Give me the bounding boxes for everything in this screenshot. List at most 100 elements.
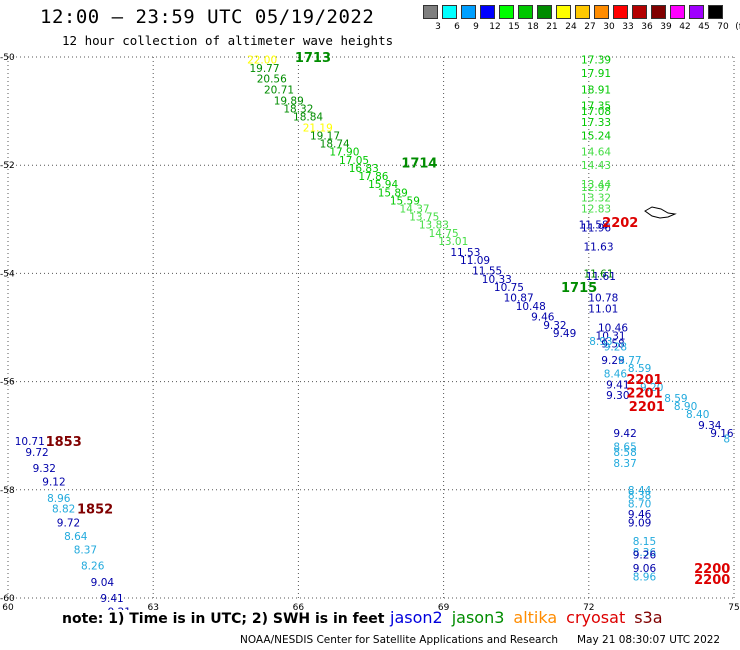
legend-tick-label: 30 [603,22,615,32]
wave-height-value: 15.59 [390,195,420,207]
wave-height-value: 11.01 [588,304,618,316]
wave-height-value: 9.29 [601,355,624,367]
wave-height-value: 9.34 [698,420,722,432]
wave-height-value: 11.61 [586,271,616,283]
wave-height-value: 18.32 [283,103,313,115]
longitude-tick-label: 72 [583,603,594,610]
wave-height-value: 18.91 [581,84,611,96]
legend-swatch [537,5,552,19]
wave-height-value: 13.44 [581,179,611,191]
wave-height-value: 8.58 [613,447,636,459]
legend-swatch [708,5,723,19]
legend-swatch [594,5,609,19]
pass-time-label: 2201 [626,386,662,401]
wave-height-value: 8.26 [81,561,105,573]
wave-height-value: 14.43 [581,160,611,172]
wave-height-value: 18.84 [293,112,323,124]
wave-height-value: 8.59 [664,393,687,405]
wave-height-value: 14.37 [400,203,430,215]
map-subtitle: 12 hour collection of altimeter wave hei… [62,33,394,48]
wave-height-value: 14.64 [581,147,611,159]
wave-height-value: 11.58 [579,220,609,232]
wave-height-value: 11.09 [460,255,490,267]
pass-time-label: 1713 [295,51,331,66]
legend-swatch [689,5,704,19]
wave-height-value: 9.42 [613,428,636,440]
wave-height-value: 19.17 [310,130,340,142]
legend-swatch [461,5,476,19]
longitude-tick-label: 66 [293,603,305,610]
wave-height-value: 11.55 [472,266,502,278]
wave-height-value: 17.08 [581,106,611,118]
pass-time-label: 2200 [694,562,730,577]
pass-time-label: 2202 [602,216,638,231]
longitude-tick-label: 63 [147,603,158,610]
legend-swatch [480,5,495,19]
wave-height-value: 11.53 [450,247,480,259]
wave-height-value: 9.09 [628,517,651,529]
wave-height-value: 8 [723,433,730,445]
legend-tick-label: (ft) [735,22,740,32]
credit-line: NOAA/NESDIS Center for Satellite Applica… [240,634,558,646]
wave-height-map: 60 63 66 69 72 75 -50 -52 -54 -56 -58 -60 22.0019.77… [0,51,740,610]
wave-height-value: 17.91 [581,68,611,80]
legend-tick-label: 45 [698,22,710,32]
wave-height-value: 9.32 [543,320,566,332]
map-title: 12:00 — 23:59 UTC 05/19/2022 [40,6,375,28]
satellite-name: cryosat [566,608,626,627]
wave-height-value: 9.46 [628,509,652,521]
wave-height-value: 8.90 [674,401,697,413]
wave-height-value: 10.71 [15,436,45,448]
satellite-name: altika [513,608,558,627]
legend-swatch [556,5,571,19]
units-note: note: 1) Time is in UTC; 2) SWH is in fe… [62,611,385,627]
wave-height-value: 9.30 [606,390,629,402]
wave-height-value: 9.41 [100,593,123,605]
wave-height-value: 8.70 [628,498,651,510]
wave-height-value: 13.83 [419,220,449,232]
legend-tick-label: 42 [679,22,691,32]
wave-height-value: 8.82 [52,504,75,516]
wave-height-value: 19.89 [274,95,304,107]
wave-height-value: 8.36 [633,547,657,559]
legend-tick-label: 6 [454,22,460,32]
latitude-tick-label: -52 [0,161,15,171]
wave-height-value: 13.75 [409,212,439,224]
wave-height-value: 9.04 [91,577,115,589]
pass-time-label: 2201 [629,400,665,415]
wave-height-value: 9.49 [553,328,576,340]
legend-swatch [575,5,590,19]
wave-height-value: 8.37 [613,458,636,470]
wave-height-value: 9.26 [633,550,657,562]
wave-height-value: 9.41 [606,379,629,391]
wave-height-value: 20.56 [257,74,287,86]
wave-height-value: 9.06 [633,563,657,575]
legend-swatch [632,5,647,19]
legend-tick-label: 15 [508,22,520,32]
wave-height-value: 16.83 [349,163,379,175]
latitude-tick-label: -56 [0,378,15,388]
wave-height-value: 10.87 [504,293,534,305]
wave-height-value: 14.75 [429,228,459,240]
wave-height-value: 8.44 [628,485,652,497]
legend-tick-label: 3 [435,22,441,32]
legend-swatch [499,5,514,19]
wave-height-value: 10.46 [598,323,628,335]
pass-time-label: 1853 [46,435,82,450]
generated-timestamp: May 21 08:30:07 UTC 2022 [577,634,721,646]
wave-height-value: 8.46 [604,368,628,380]
wave-height-value: 9.20 [640,382,663,394]
legend-swatch [518,5,533,19]
satellite-name: jason2 [390,608,443,627]
wave-height-value: 9.58 [601,339,624,351]
wave-height-value: 10.78 [588,293,618,305]
wave-height-value: 19.77 [249,63,279,75]
satellite-name: s3a [634,608,663,627]
wave-height-value: 10.33 [482,274,512,286]
wave-height-value: 8.37 [74,544,97,556]
wave-height-value: 8.59 [628,363,651,375]
wave-height-value: 17.86 [358,171,388,183]
pass-time-label: 1715 [561,281,597,296]
wave-height-value: 8.64 [64,531,88,543]
wave-height-value: 10.48 [516,301,546,313]
